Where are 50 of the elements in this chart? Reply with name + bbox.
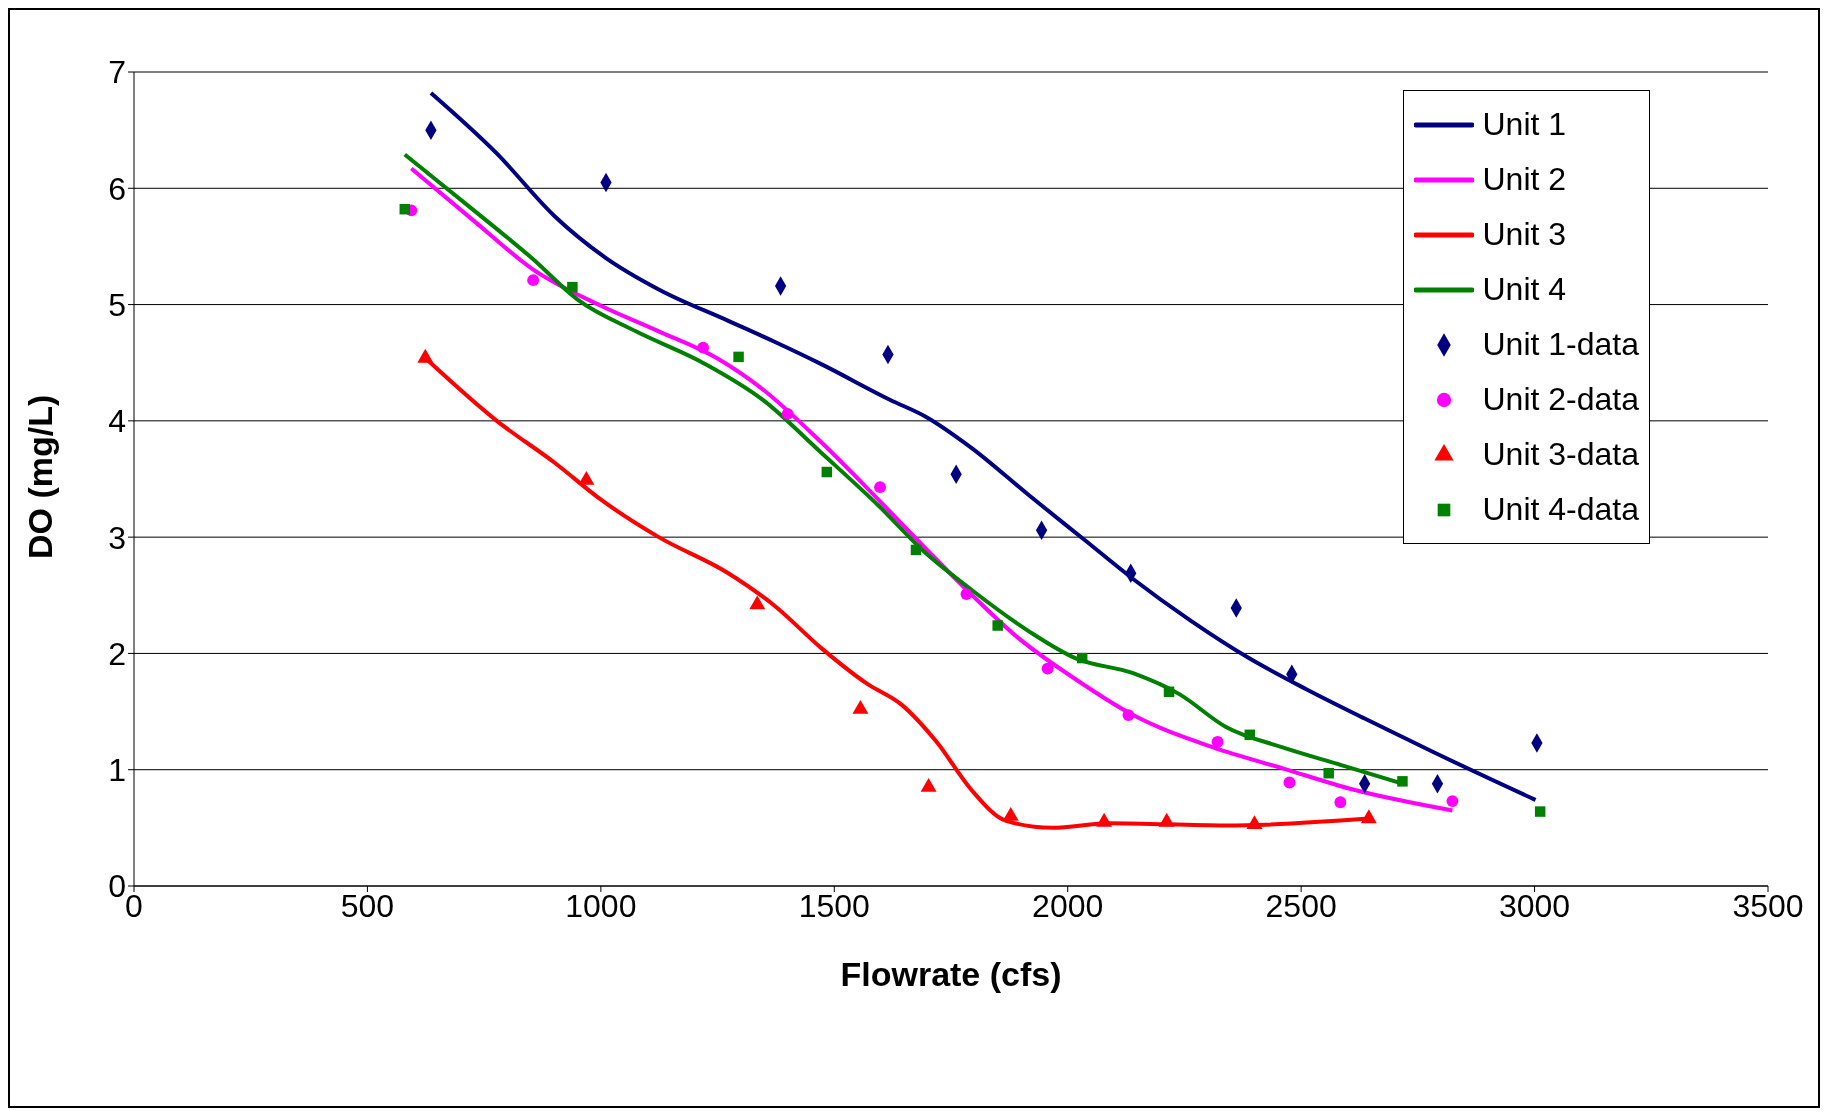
y-tick-label: 5 — [108, 286, 126, 323]
point — [1041, 662, 1054, 675]
point — [992, 620, 1003, 631]
y-tick-label: 7 — [108, 54, 126, 91]
x-tick-label: 2000 — [1032, 887, 1104, 924]
point — [1163, 686, 1175, 698]
y-tick-label: 6 — [108, 170, 126, 207]
x-tick-label: 3000 — [1498, 887, 1571, 924]
point — [781, 407, 794, 420]
point — [910, 544, 922, 556]
point — [527, 274, 540, 287]
x-axis-title: Flowrate (cfs) — [840, 955, 1062, 993]
y-axis-title: DO (mg/L) — [21, 394, 60, 559]
point — [1122, 709, 1135, 721]
point — [567, 281, 578, 293]
point — [821, 466, 833, 478]
legend-label: Unit 3-data — [1482, 435, 1639, 474]
x-tick-label: 1000 — [565, 887, 637, 924]
point — [1446, 795, 1459, 808]
point — [960, 588, 973, 601]
point — [874, 481, 886, 494]
legend-label: Unit 4 — [1482, 270, 1567, 309]
x-tick-label: 2500 — [1265, 887, 1337, 924]
legend-label: Unit 4-data — [1482, 490, 1639, 529]
y-tick-label: 2 — [108, 635, 126, 672]
point — [1534, 806, 1546, 817]
legend-label: Unit 1-data — [1482, 325, 1639, 364]
point — [399, 203, 411, 215]
point — [1334, 796, 1347, 809]
x-tick-label: 3500 — [1732, 887, 1804, 924]
point — [749, 595, 766, 610]
point — [1283, 776, 1296, 789]
line-series — [428, 90, 1538, 802]
y-tick-label: 3 — [108, 519, 126, 556]
legend-label: Unit 2-data — [1482, 380, 1639, 419]
x-tick-label: 500 — [340, 887, 395, 924]
point — [1360, 809, 1377, 824]
point — [1244, 729, 1256, 741]
point — [1076, 652, 1088, 664]
point — [1323, 767, 1334, 779]
legend-label: Unit 3 — [1482, 215, 1567, 254]
legend-label: Unit 1 — [1482, 105, 1567, 144]
legend-label: Unit 2 — [1482, 160, 1567, 199]
point — [733, 351, 744, 363]
y-tick-label: 4 — [108, 403, 126, 440]
y-tick-label: 1 — [108, 752, 126, 789]
point — [697, 341, 710, 354]
point — [1211, 735, 1224, 748]
x-tick-label: 1500 — [798, 887, 870, 924]
point — [1397, 776, 1408, 787]
